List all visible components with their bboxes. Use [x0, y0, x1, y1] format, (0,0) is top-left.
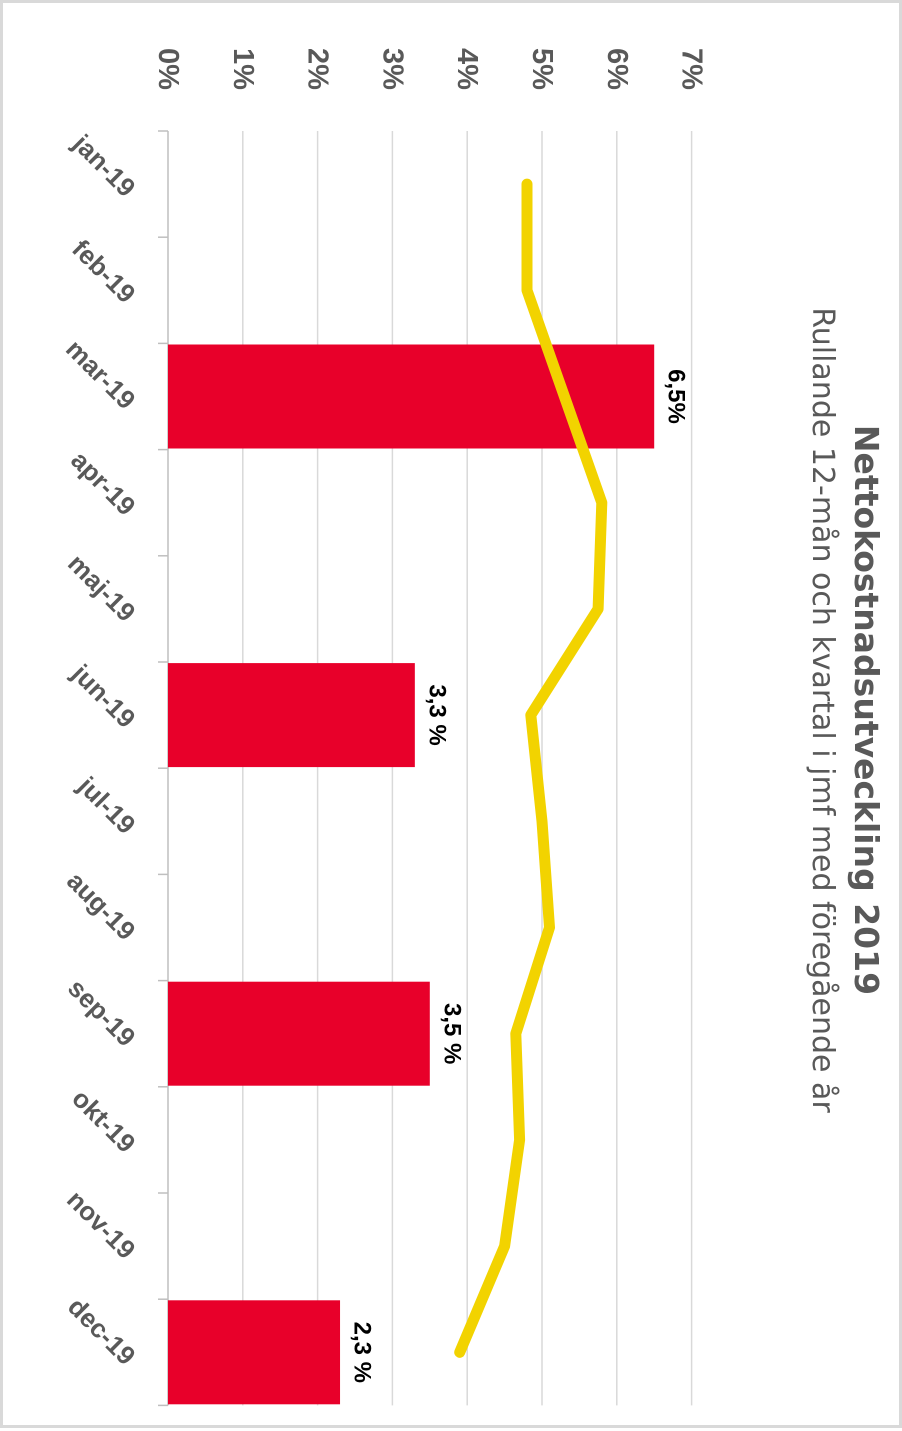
x-tick-label: nov-19 — [61, 1184, 141, 1264]
bar — [168, 981, 430, 1086]
y-tick-label: 4% — [451, 48, 483, 90]
x-tick-label: okt-19 — [66, 1083, 141, 1158]
x-tick-label: jan-19 — [67, 128, 142, 203]
chart-subtitle: Rullande 12-mån och kvartal i jmf med fö… — [805, 307, 840, 1113]
x-tick-label: mar-19 — [60, 334, 142, 416]
line-series — [454, 178, 608, 1358]
bar-data-label: 3,5 % — [438, 1003, 465, 1064]
x-tick-label: aug-19 — [61, 866, 141, 946]
x-tick-label: maj-19 — [62, 548, 141, 627]
x-tick-label: dec-19 — [62, 1291, 141, 1370]
bar — [168, 1300, 341, 1405]
y-tick-label: 0% — [152, 48, 184, 90]
x-tick-label: apr-19 — [65, 445, 141, 521]
chart-title-block: Nettokostnadsutveckling 2019 Rullande 12… — [801, 110, 889, 1310]
y-tick-label: 3% — [376, 48, 408, 90]
y-tick-label: 5% — [526, 48, 558, 90]
x-tick-label: sep-19 — [62, 973, 141, 1052]
chart-plot: 0% 1% 2% 3% 4% 5% 6% 7% jan-19 feb-19 mar-19 apr-19… — [60, 48, 708, 1407]
x-tick-label: jul-19 — [72, 770, 142, 840]
bar-data-label: 6,5% — [663, 369, 690, 424]
x-tick-label: jun-19 — [66, 658, 142, 734]
bar — [168, 663, 415, 768]
y-tick-label: 1% — [227, 48, 259, 90]
x-tick-label: feb-19 — [66, 234, 141, 309]
bar-data-label: 2,3 % — [349, 1322, 376, 1383]
chart-title: Nettokostnadsutveckling 2019 — [847, 424, 886, 996]
y-tick-label: 7% — [676, 48, 708, 90]
bar-data-label: 3,3 % — [423, 684, 450, 745]
y-tick-label: 2% — [302, 48, 334, 90]
y-tick-label: 6% — [601, 48, 633, 90]
